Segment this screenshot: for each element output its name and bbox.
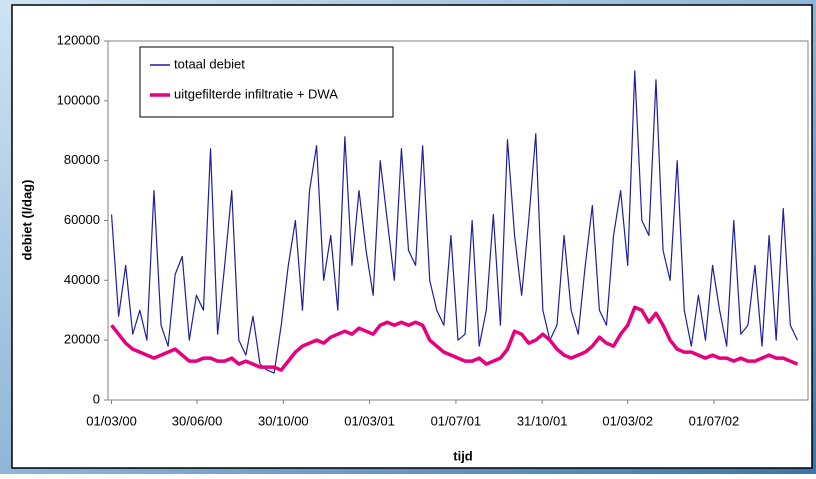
x-tick-label: 30/10/00: [258, 413, 309, 428]
y-tick-label: 0: [93, 391, 100, 406]
y-tick-label: 60000: [64, 212, 100, 227]
series-line: [110, 305, 799, 372]
x-tick-label: 31/10/01: [517, 413, 568, 428]
series-line: [110, 70, 798, 374]
x-tick-label: 01/07/02: [689, 413, 740, 428]
y-tick-label: 120000: [57, 32, 100, 47]
y-tick-label: 20000: [64, 332, 100, 347]
x-tick-label: 01/03/01: [344, 413, 395, 428]
y-axis-title: debiet (l/dag): [19, 180, 34, 261]
y-tick-label: 80000: [64, 152, 100, 167]
y-tick-label: 100000: [57, 92, 100, 107]
legend-label: uitgefilterde infiltratie + DWA: [174, 86, 338, 101]
x-tick-label: 01/03/02: [602, 413, 653, 428]
y-tick-label: 40000: [64, 272, 100, 287]
x-axis-title: tijd: [453, 448, 473, 463]
x-tick-label: 30/06/00: [172, 413, 223, 428]
x-tick-label: 01/03/00: [86, 413, 137, 428]
legend-label: totaal debiet: [174, 56, 245, 71]
x-tick-label: 01/07/01: [431, 413, 482, 428]
legend: [139, 46, 394, 118]
